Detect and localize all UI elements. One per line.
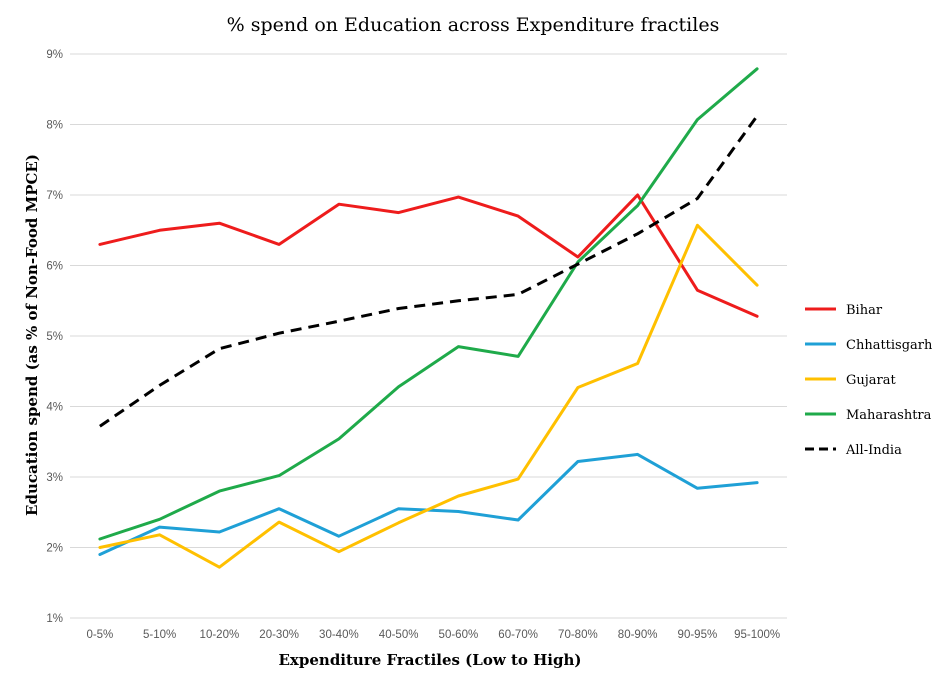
x-tick-label: 90-95% (678, 629, 718, 641)
x-tick-label: 60-70% (498, 629, 538, 641)
x-axis-title: Expenditure Fractiles (Low to High) (279, 651, 582, 669)
gridlines (70, 53, 787, 619)
x-tick-label: 20-30% (259, 629, 299, 641)
legend-label: All-India (845, 443, 902, 458)
y-axis-title: Education spend (as % of Non-Food MPCE) (23, 154, 41, 516)
y-tick-label: 7% (46, 190, 63, 202)
x-tick-label: 0-5% (86, 629, 113, 641)
y-tick-label: 8% (46, 120, 63, 132)
y-tick-label: 4% (46, 402, 63, 414)
x-tick-label: 40-50% (379, 629, 419, 641)
series-line-maharashtra (98, 67, 759, 541)
x-axis-ticks: 0-5% 5-10% 10-20% 20-30% 30-40% 40-50% 50-60% 6… (86, 629, 780, 641)
x-tick-label: 50-60% (439, 629, 479, 641)
legend-label: Chhattisgarh (846, 338, 933, 353)
series-line-gujarat (98, 223, 759, 569)
legend: Bihar Chhattisgarh Gujarat Maharashtra All-I… (805, 303, 933, 458)
series-line-all-india (99, 115, 759, 428)
y-axis-ticks: 1% 2% 3% 4% 5% 6% 7% 8% 9% (46, 49, 63, 625)
legend-label: Bihar (846, 303, 883, 318)
y-tick-label: 6% (46, 261, 63, 273)
series-line-bihar (98, 193, 759, 318)
chart-title: % spend on Education across Expenditure … (227, 14, 720, 36)
y-tick-label: 9% (46, 49, 63, 61)
y-tick-label: 1% (46, 613, 63, 625)
y-tick-label: 3% (46, 472, 63, 484)
x-tick-label: 70-80% (558, 629, 598, 641)
y-tick-label: 2% (46, 543, 63, 555)
series-line-chhattisgarh (98, 452, 759, 556)
legend-label: Maharashtra (846, 408, 932, 423)
x-tick-label: 5-10% (143, 629, 176, 641)
series-lines (98, 67, 759, 569)
x-tick-label: 10-20% (200, 629, 240, 641)
x-tick-label: 80-90% (618, 629, 658, 641)
x-tick-label: 30-40% (319, 629, 359, 641)
legend-label: Gujarat (846, 373, 897, 388)
x-tick-label: 95-100% (734, 629, 780, 641)
y-tick-label: 5% (46, 331, 63, 343)
